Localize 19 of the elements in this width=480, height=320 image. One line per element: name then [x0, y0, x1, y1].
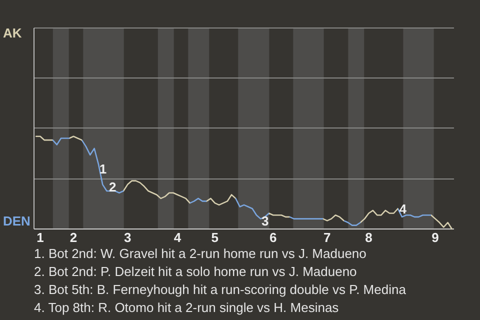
text: AK	[3, 26, 22, 41]
x-tick-label: 8	[365, 230, 372, 245]
annotation: 2	[108, 179, 116, 194]
x-tick-label: 4	[174, 230, 182, 245]
text: 4. Top 8th: R. Otomo hit a 2-run single vs H. Mesinas	[34, 300, 340, 315]
x-tick-label: 6	[269, 230, 277, 245]
annotation: 3	[261, 214, 269, 229]
x-tick-label: 5	[211, 230, 219, 245]
x-tick-label: 9	[432, 230, 439, 245]
text: DEN	[3, 214, 30, 229]
x-tick-label: 2	[70, 230, 78, 245]
text: 1. Bot 2nd: W. Gravel hit a 2-run home run vs J. Madueno	[34, 246, 366, 261]
x-tick-label: 1	[36, 230, 44, 245]
text: 3. Bot 5th: B. Ferneyhough hit a run-scoring double vs P. Medina	[34, 282, 407, 297]
text: 2. Bot 2nd: P. Delzeit hit a solo home run vs J. Madueno	[34, 264, 357, 279]
x-tick-label: 3	[124, 230, 132, 245]
annotation: 1	[99, 161, 107, 176]
x-tick-label: 7	[324, 230, 331, 245]
annotation: 4	[399, 201, 408, 216]
